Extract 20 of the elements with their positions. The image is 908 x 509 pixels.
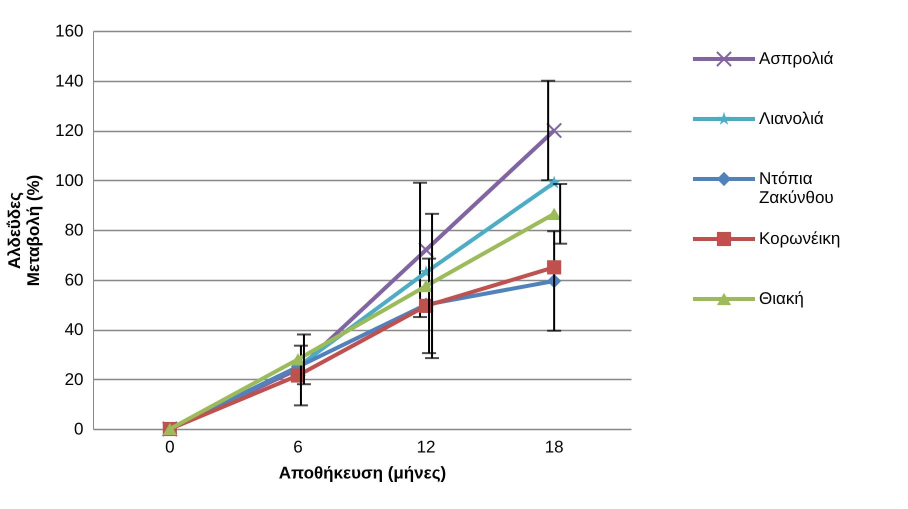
x-tick-label: 0 <box>165 438 175 456</box>
legend-label: Ασπρολιά <box>759 49 834 68</box>
x-tick-label: 6 <box>293 438 303 456</box>
x-tick-label: 12 <box>416 438 436 456</box>
y-tick-label: 100 <box>55 170 84 190</box>
y-tick-label: 60 <box>64 270 84 290</box>
legend-label: Ντόπια Ζακύνθου <box>759 169 834 207</box>
legend-label: Λιανολιά <box>759 109 824 128</box>
y-tick-label: 40 <box>64 320 84 339</box>
legend-label: Κορωνέικη <box>759 229 840 248</box>
y-tick-label: 140 <box>55 71 84 90</box>
y-tick-label: 20 <box>64 370 84 389</box>
x-tick-label: 18 <box>544 438 564 456</box>
y-tick-label: 80 <box>64 220 84 240</box>
x-axis-title: Αποθήκευση (μήνες) <box>278 464 446 482</box>
y-tick-label: 120 <box>55 121 84 140</box>
y-axis-title: Αλδεΰδες Μεταβολή (%) <box>5 174 44 286</box>
y-tick-label: 0 <box>74 420 84 438</box>
legend-label: Θιακή <box>759 289 804 308</box>
y-tick-label: 160 <box>55 22 84 40</box>
